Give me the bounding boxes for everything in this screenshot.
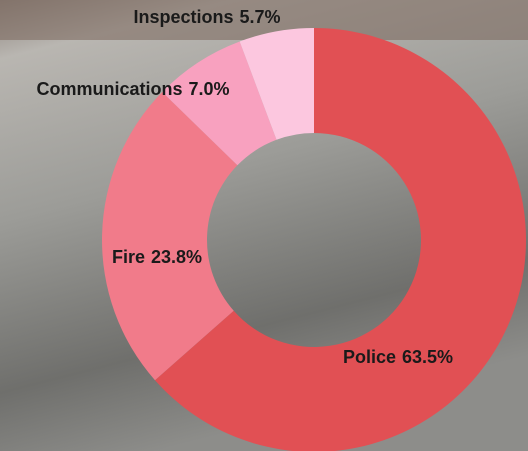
slice-name: Inspections xyxy=(133,7,233,27)
slice-value: 23.8% xyxy=(151,247,202,267)
slice-name: Fire xyxy=(112,247,145,267)
donut-slice xyxy=(154,28,526,451)
donut-slice xyxy=(162,41,277,166)
slice-value: 5.7% xyxy=(240,7,281,27)
donut xyxy=(102,28,526,451)
slice-value: 7.0% xyxy=(188,79,229,99)
slice-name: Police xyxy=(343,347,396,367)
background-brick xyxy=(0,0,528,40)
slice-name: Communications xyxy=(36,79,182,99)
slice-value: 63.5% xyxy=(402,347,453,367)
slice-label: Fire 23.8% xyxy=(112,247,202,267)
donut-slice xyxy=(239,28,314,140)
labels: Police 63.5% Fire 23.8% Communications 7.0% In… xyxy=(36,7,453,367)
slice-label: Communications 7.0% xyxy=(36,79,229,99)
slice-label: Inspections 5.7% xyxy=(133,7,280,27)
slice-label: Police 63.5% xyxy=(343,347,453,367)
donut-slice xyxy=(102,91,238,381)
